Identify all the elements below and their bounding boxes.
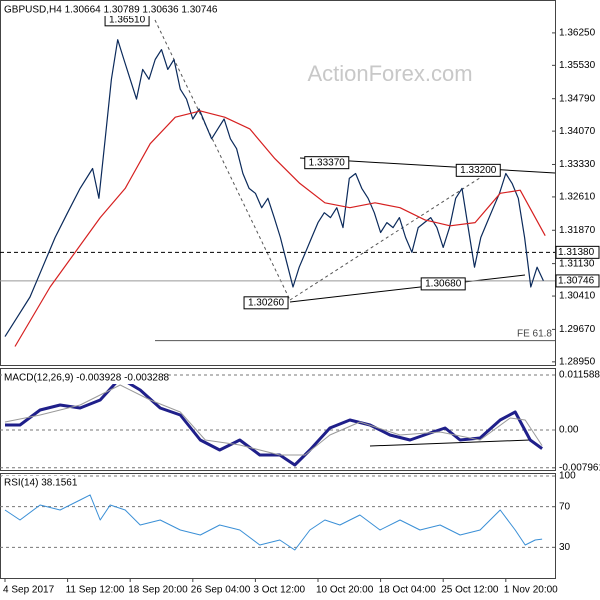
x-tick-label: 11 Sep 12:00: [66, 585, 125, 596]
y-tick-label: 1.28950: [559, 356, 596, 367]
annotation-box: [420, 277, 466, 291]
series-line: [4, 384, 543, 456]
series-line: [14, 110, 546, 347]
level-box: [555, 245, 600, 259]
level-label: 1.31380: [558, 247, 595, 258]
level-label: 1.30746: [558, 276, 595, 287]
series-line: [5, 376, 543, 467]
annotation-box: [455, 163, 501, 177]
fib-line: [154, 19, 291, 301]
panel-title: GBPUSD,H4 1.30664 1.30789 1.30636 1.3074…: [4, 5, 218, 16]
x-tick-label: 26 Sep 04:00: [191, 585, 251, 596]
panel-title: MACD(12,26,9) -0.003928 -0.003288: [4, 373, 170, 384]
x-tick-label: 4 Sep 2017: [3, 585, 55, 596]
y-tick-label: 1.33330: [559, 159, 596, 170]
trend-line: [289, 274, 526, 303]
y-tick-label: 70: [559, 501, 571, 512]
y-tick-label: 30: [559, 542, 571, 553]
annotation-box: [304, 156, 350, 170]
level-box: [555, 274, 600, 288]
x-tick-label: 3 Oct 12:00: [253, 585, 305, 596]
y-tick-label: 1.36250: [559, 28, 596, 39]
title-bg: [2, 476, 74, 489]
title-bg: [2, 3, 224, 16]
y-tick-label: 1.29670: [559, 324, 596, 335]
y-tick-label: -0.007961: [559, 462, 600, 473]
watermark: ActionForex.com: [307, 61, 472, 86]
y-tick-label: 1.30410: [559, 291, 596, 302]
y-tick-label: 0.00: [559, 425, 579, 436]
x-tick-label: 25 Oct 12:00: [441, 585, 499, 596]
trend-line: [369, 439, 531, 447]
y-tick-label: 1.34790: [559, 93, 596, 104]
annotation-label: 1.33200: [460, 165, 497, 176]
x-tick-label: 18 Oct 04:00: [379, 585, 437, 596]
y-tick-label: 1.31130: [559, 258, 595, 269]
panel-frame: [0, 0, 556, 366]
y-tick-label: 1.35530: [559, 60, 596, 71]
y-tick-label: 0.011588: [559, 370, 600, 381]
annotation-label: 1.33370: [309, 157, 346, 168]
panel-frame: [0, 368, 556, 471]
annotation-label: 1.30680: [425, 279, 462, 290]
series-line: [4, 494, 543, 551]
title-bg: [2, 371, 162, 384]
y-tick-label: 1.31870: [559, 225, 596, 236]
annotation-label: 1.36510: [109, 14, 146, 25]
fe-label: FE 61.8: [517, 328, 552, 339]
panel-title: RSI(14) 38.1561: [4, 478, 78, 489]
annotation-box: [243, 296, 289, 310]
y-tick-label: 1.32610: [559, 192, 596, 203]
annotation-label: 1.30260: [248, 297, 285, 308]
series-line: [4, 39, 544, 337]
x-tick-label: 18 Sep 20:00: [128, 585, 188, 596]
x-tick-label: 1 Nov 20:00: [504, 585, 558, 596]
y-tick-label: 1.34070: [559, 126, 596, 137]
y-tick-label: 100: [559, 471, 576, 482]
x-tick-label: 10 Oct 20:00: [316, 585, 374, 596]
panel-frame: [0, 473, 556, 579]
